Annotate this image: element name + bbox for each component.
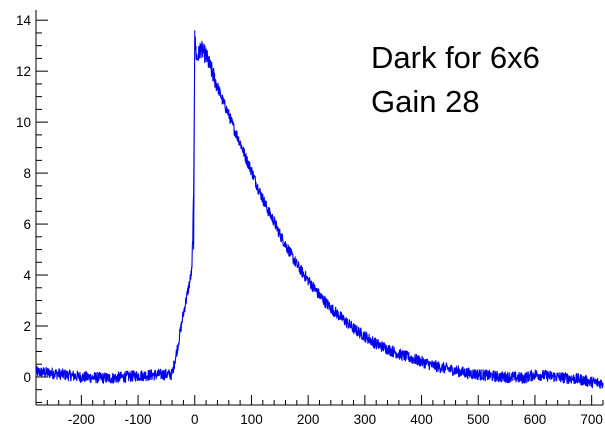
x-tick-label: 200 xyxy=(297,412,320,427)
x-tick-label: -200 xyxy=(68,412,95,427)
x-tick-label: 400 xyxy=(410,412,433,427)
x-tick-label: 300 xyxy=(354,412,377,427)
series-layer xyxy=(35,30,604,390)
y-tick-label: 2 xyxy=(23,319,31,334)
annotation: Dark for 6x6 Gain 28 xyxy=(371,40,540,119)
annotation-line: Dark for 6x6 xyxy=(371,40,540,75)
y-tick-label: 14 xyxy=(16,13,32,28)
x-tick-label: 700 xyxy=(580,412,603,427)
x-tick-label: 500 xyxy=(467,412,490,427)
x-tick-label: -100 xyxy=(125,412,152,427)
x-ticks: -200 -100 0 100 200 300 400 500 600 700 xyxy=(35,395,604,427)
series-line xyxy=(35,30,604,390)
x-tick-label: 600 xyxy=(524,412,547,427)
y-tick-label: 12 xyxy=(16,64,31,79)
x-tick-label: 0 xyxy=(191,412,199,427)
y-tick-label: 8 xyxy=(23,166,31,181)
y-tick-label: 0 xyxy=(23,370,31,385)
y-tick-label: 4 xyxy=(23,268,31,283)
x-tick-label: 100 xyxy=(240,412,263,427)
y-ticks: 0 2 4 6 8 10 12 14 xyxy=(16,13,48,403)
annotation-line: Gain 28 xyxy=(371,84,480,119)
y-tick-label: 6 xyxy=(23,217,31,232)
y-tick-label: 10 xyxy=(16,115,31,130)
